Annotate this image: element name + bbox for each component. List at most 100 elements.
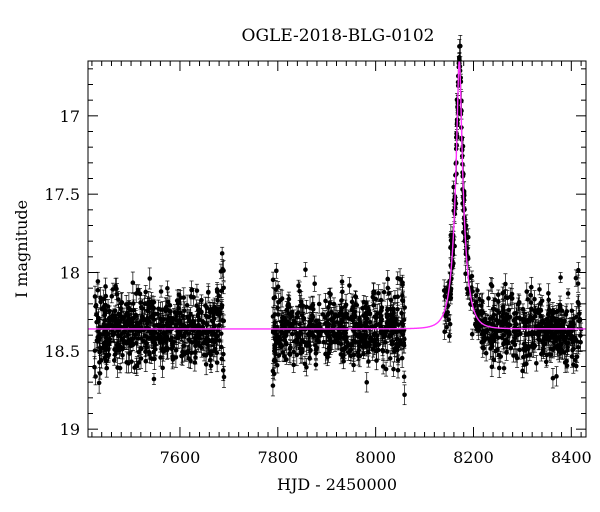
data-point	[402, 384, 407, 406]
data-point	[361, 295, 367, 309]
x-tick-label: 7600	[160, 448, 201, 467]
data-point	[219, 283, 224, 299]
data-point	[351, 358, 356, 372]
data-point	[392, 339, 398, 357]
data-point	[297, 281, 302, 301]
data-point	[306, 317, 312, 335]
data-point	[390, 305, 395, 324]
data-point	[304, 300, 309, 314]
data-point	[136, 355, 142, 370]
data-point	[175, 326, 181, 349]
data-point	[371, 282, 376, 305]
data-point	[129, 350, 134, 373]
data-point	[356, 340, 362, 361]
data-point	[166, 310, 171, 325]
data-point	[393, 315, 399, 331]
data-point	[292, 333, 298, 349]
data-point	[325, 309, 331, 320]
y-tick-label: 17.5	[44, 185, 80, 204]
data-point	[274, 262, 279, 279]
data-point	[335, 310, 341, 322]
data-point	[271, 287, 277, 309]
data-point	[113, 277, 118, 295]
data-point	[285, 298, 290, 313]
data-point	[169, 343, 175, 354]
data-point	[385, 280, 391, 296]
data-point	[274, 326, 279, 348]
data-point	[380, 324, 386, 341]
data-point	[303, 262, 308, 278]
data-point	[179, 347, 184, 365]
data-point	[158, 348, 163, 367]
data-point	[328, 287, 333, 301]
data-point	[361, 330, 367, 349]
data-point	[163, 342, 169, 355]
data-point	[294, 343, 300, 367]
data-point	[221, 260, 226, 282]
data-point	[558, 272, 563, 283]
data-point	[457, 39, 462, 54]
data-point	[391, 361, 396, 377]
data-point	[180, 308, 186, 324]
data-point	[121, 311, 126, 327]
data-point	[178, 290, 183, 306]
data-point	[112, 313, 117, 328]
data-point	[117, 363, 123, 374]
data-point	[339, 275, 345, 288]
data-point	[364, 372, 370, 393]
data-point	[399, 348, 405, 368]
data-point	[160, 301, 165, 319]
y-axis: 17 17.5 18 18.5 19	[44, 68, 586, 439]
data-point	[270, 271, 276, 288]
data-point	[284, 354, 289, 365]
x-axis-label: HJD - 2450000	[277, 475, 397, 494]
data-point	[352, 304, 358, 319]
data-point	[313, 348, 319, 359]
data-point	[203, 353, 209, 376]
data-point	[107, 332, 113, 346]
data-point	[339, 292, 344, 309]
data-point	[151, 300, 157, 317]
data-point	[532, 290, 537, 309]
data-point	[321, 336, 326, 349]
data-point	[366, 334, 372, 351]
data-point	[469, 328, 475, 340]
data-point	[384, 307, 390, 327]
data-point	[370, 340, 376, 358]
y-tick-label: 17	[60, 107, 80, 126]
data-point	[124, 351, 129, 374]
y-tick-label: 19	[60, 420, 80, 439]
plot-frame	[87, 60, 587, 438]
data-point	[353, 291, 359, 303]
data-point	[387, 350, 393, 367]
data-point	[189, 280, 194, 300]
data-point	[194, 283, 200, 298]
data-point	[131, 310, 136, 326]
data-point	[329, 307, 334, 319]
data-point	[138, 300, 144, 315]
y-tick-label: 18	[60, 264, 80, 283]
y-tick-label: 18.5	[44, 342, 80, 361]
data-point	[315, 331, 320, 349]
data-point	[301, 308, 307, 329]
data-point	[364, 320, 369, 333]
data-point	[95, 321, 101, 341]
data-point	[147, 267, 153, 290]
data-point	[340, 307, 346, 324]
data-point	[399, 338, 405, 350]
data-point	[338, 332, 344, 356]
data-layer	[92, 35, 584, 406]
chart-title: OGLE-2018-BLG-0102	[242, 26, 435, 46]
data-point	[141, 313, 147, 325]
data-point	[488, 277, 494, 292]
data-point	[211, 302, 216, 315]
data-point	[383, 361, 389, 377]
data-point	[151, 343, 156, 362]
data-point	[397, 268, 403, 291]
data-point	[148, 307, 154, 327]
data-point	[279, 289, 285, 308]
data-point	[97, 367, 103, 380]
x-tick-label: 8400	[551, 448, 592, 467]
data-point	[349, 293, 355, 311]
